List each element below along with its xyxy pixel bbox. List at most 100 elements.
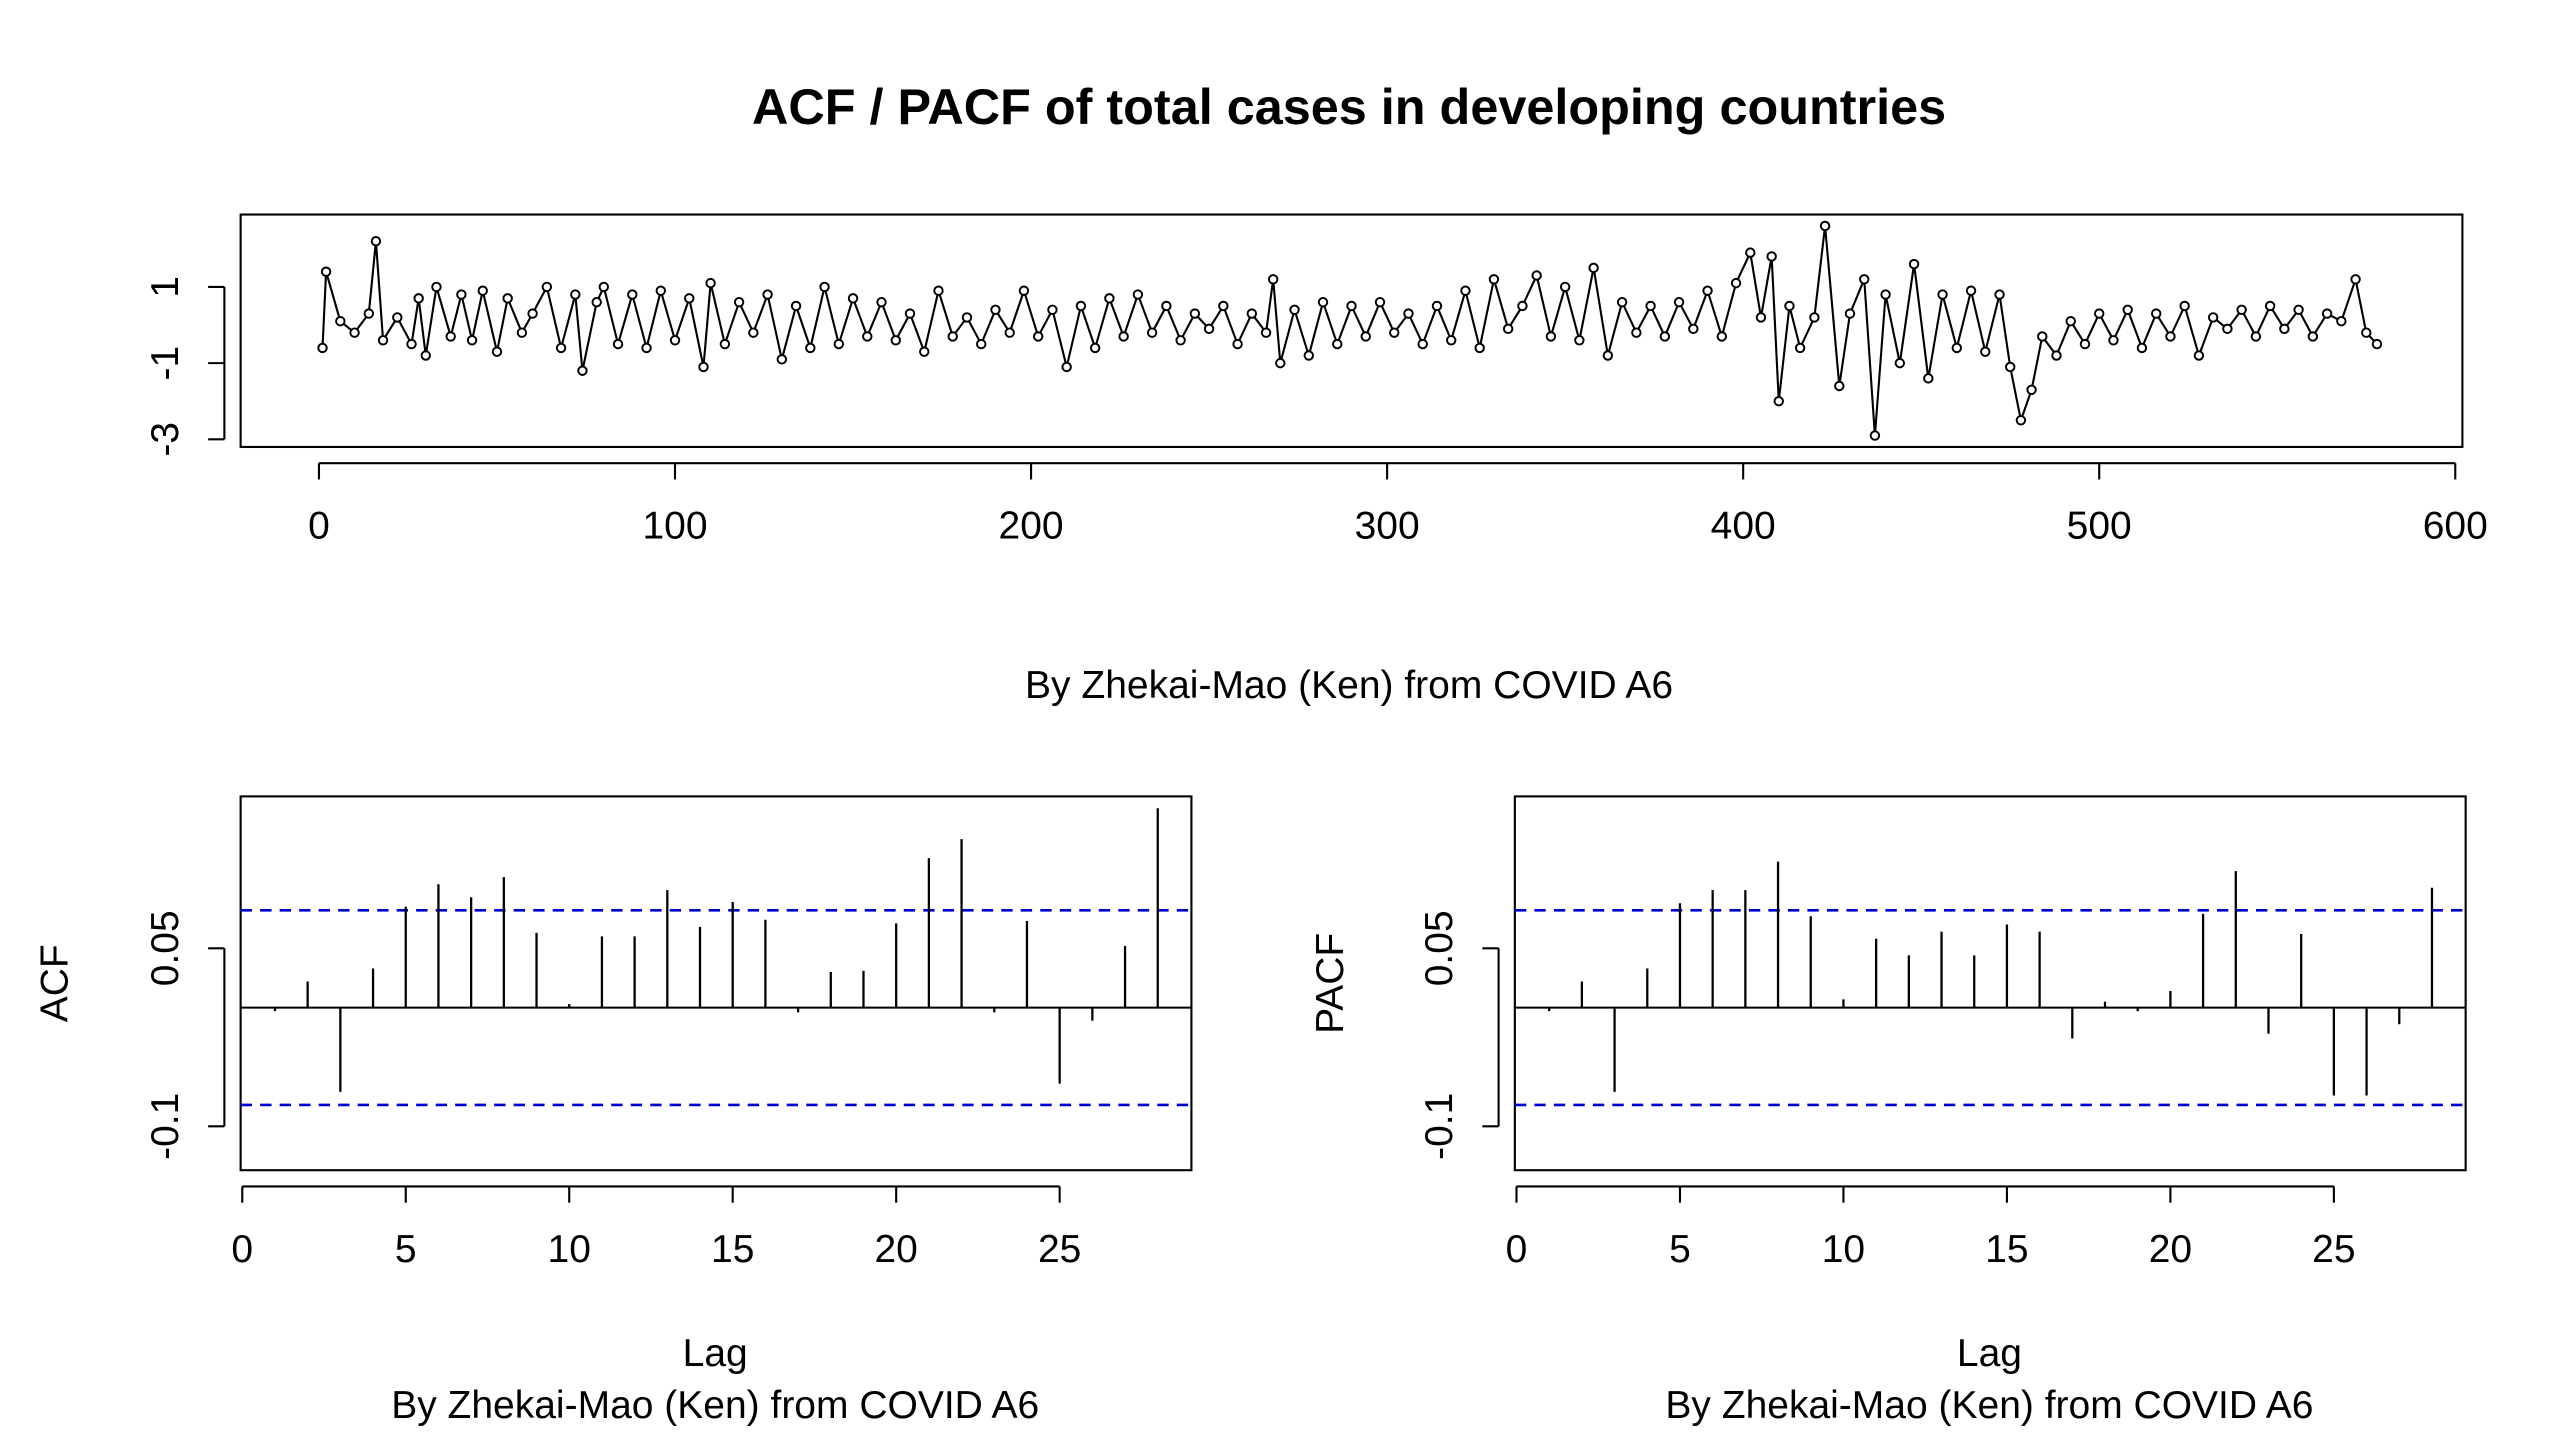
x-tick-label: 400 [1711,505,1776,548]
data-point [2264,300,2276,312]
data-point [1260,327,1272,338]
plot-frame [1513,795,2467,1172]
data-point [1937,289,1948,300]
data-point [1389,327,1400,338]
data-point [335,316,346,327]
data-point [1602,350,1614,361]
data-point [420,350,431,361]
x-tick-label: 200 [999,505,1064,548]
data-point [1809,312,1820,323]
data-point [1267,274,1279,285]
data-point [598,281,610,293]
data-point [1673,296,1685,308]
x-tick-label: 0 [308,505,330,548]
x-tick-label: 15 [1985,1228,2028,1271]
data-point [516,327,528,338]
data-point [2193,350,2205,361]
data-point [1246,308,1258,319]
data-point [1075,300,1087,312]
data-point [1061,361,1072,373]
data-point [1688,323,1699,335]
x-tick-label: 600 [2423,505,2488,548]
data-point [1631,327,1642,338]
data-point [1880,289,1891,300]
data-point [1460,285,1471,296]
data-point [890,335,901,346]
data-point [1203,323,1215,335]
data-point [2015,415,2027,426]
data-point [1275,357,1286,369]
data-point [947,331,958,342]
x-tick-label: 20 [2149,1228,2192,1271]
data-point [1834,380,1845,392]
data-point [1994,289,2005,300]
plot-frame [239,213,2464,449]
data-point [976,338,987,350]
data-point [591,296,602,308]
data-point [555,342,567,354]
data-point [1951,342,1963,354]
data-point [392,312,403,323]
data-point [456,289,467,300]
y-tick-label: -0.1 [144,1093,187,1160]
x-tick-label: 100 [642,505,707,548]
data-point [2279,323,2290,335]
data-point [1346,300,1357,312]
data-point [1104,293,1115,304]
x-tick-label: 15 [711,1228,754,1271]
data-point [933,285,944,296]
data-point [349,327,360,338]
data-point [2065,316,2076,327]
data-point [363,308,375,319]
data-point [1360,331,1371,342]
data-point [862,331,873,342]
data-point [705,277,716,289]
data-point [1474,342,1485,354]
data-point [2321,308,2333,319]
data-point [1146,327,1158,338]
data-point [776,354,788,365]
data-point [1189,308,1201,319]
data-point [2005,361,2016,373]
data-point [370,236,382,247]
data-point [1923,373,1934,384]
data-point [2026,384,2037,396]
data-point [1417,338,1428,350]
data-point [491,346,503,357]
data-point [2122,304,2133,315]
chart-title: ACF / PACF of total cases in developing … [752,78,1946,135]
data-point [1531,270,1542,281]
data-point [1559,281,1571,293]
data-point [1545,331,1557,342]
data-point [570,289,581,300]
series-line [321,225,2378,436]
data-point [1431,300,1443,312]
data-point [320,266,332,277]
x-tick-label: 300 [1355,505,1420,548]
data-point [2371,338,2383,350]
x-tick-label: 5 [1669,1228,1691,1271]
x-axis-label: Lag [1957,1332,2022,1375]
x-tick-label: 0 [1506,1228,1528,1271]
y-tick-label: 1 [144,276,187,298]
data-point [577,365,588,376]
x-tick-label: 25 [1038,1228,1081,1271]
data-point [1980,346,1991,357]
data-point [502,293,513,304]
data-point [1089,342,1101,354]
data-point [2222,323,2233,335]
data-point [1784,300,1795,312]
data-point [612,338,624,350]
data-point [1773,396,1784,407]
data-point [1032,331,1044,342]
x-tick-label: 10 [1822,1228,1865,1271]
x-tick-label: 25 [2312,1228,2355,1271]
data-point [1018,285,1030,296]
data-point [1517,300,1528,312]
data-point [1755,312,1767,323]
data-point [1965,285,1977,296]
data-point [1844,308,1856,319]
data-point [2150,308,2162,319]
data-point [790,300,802,312]
